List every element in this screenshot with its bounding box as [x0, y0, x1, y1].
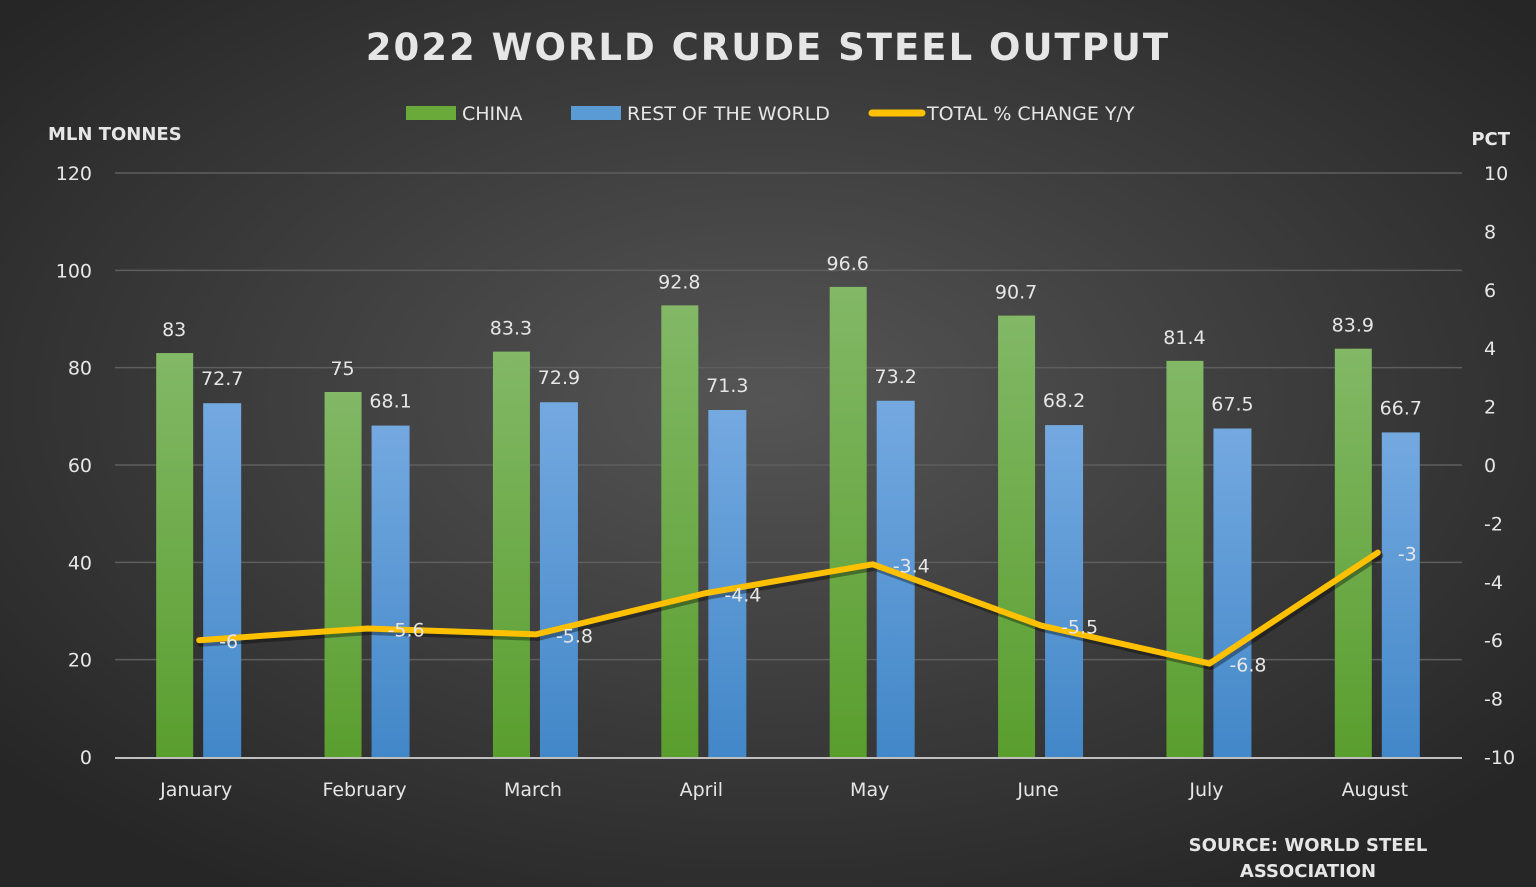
data-label-china: 83.9 [1332, 315, 1374, 337]
bar-rest-of-world [371, 425, 410, 757]
y2-tick-label: -8 [1484, 689, 1503, 711]
y-axis-ticks: 0 20 40 60 80 100 120 [56, 163, 92, 769]
bar-rest-of-world [1045, 425, 1084, 757]
y-tick-label: 40 [68, 552, 92, 574]
line-point-total [534, 633, 537, 636]
data-label-total: -5.6 [388, 620, 425, 642]
legend-swatch-china [406, 106, 456, 120]
y2-tick-label: -6 [1484, 630, 1503, 652]
data-label-rest-of-world: 72.7 [201, 368, 243, 390]
bar-rest-of-world [203, 403, 242, 757]
data-label-china: 83 [162, 319, 186, 341]
bar-china [1166, 360, 1204, 757]
data-label-rest-of-world: 68.1 [369, 391, 411, 413]
y2-tick-label: -2 [1484, 513, 1503, 535]
source-note-line-1: SOURCE: WORLD STEEL [1189, 835, 1428, 856]
x-tick-label: March [504, 779, 562, 801]
y2-tick-label: 4 [1484, 338, 1496, 360]
data-label-total: -5.5 [1061, 617, 1098, 639]
x-tick-label: June [1016, 779, 1058, 801]
y-tick-label: 100 [56, 260, 92, 282]
line-total-change [196, 549, 1381, 667]
x-tick-label: April [680, 779, 723, 801]
bar-rest-of-world [708, 410, 747, 757]
data-label-rest-of-world: 73.2 [875, 366, 917, 388]
x-tick-label: February [322, 779, 406, 801]
source-note-line-2: ASSOCIATION [1240, 861, 1376, 882]
bars [156, 286, 1420, 757]
data-label-total: -6 [219, 631, 238, 653]
bar-china [829, 286, 867, 757]
data-label-china: 75 [330, 358, 354, 380]
data-label-china: 81.4 [1163, 327, 1205, 349]
legend-label-total: TOTAL % CHANGE Y/Y [926, 103, 1135, 125]
data-label-china: 92.8 [658, 271, 700, 293]
line-point-total [198, 639, 201, 642]
y-tick-label: 20 [68, 650, 92, 672]
bar-china [324, 392, 362, 757]
line-point-total [366, 627, 369, 630]
data-label-total: -5.8 [556, 625, 593, 647]
line-point-total [871, 563, 874, 566]
data-label-rest-of-world: 66.7 [1380, 397, 1422, 419]
x-tick-label: August [1342, 779, 1409, 801]
y2-tick-label: -10 [1484, 747, 1515, 769]
y2-axis-ticks: -10 -8 -6 -4 -2 0 2 4 6 8 10 [1484, 163, 1515, 769]
bar-rest-of-world [1381, 432, 1420, 757]
y2-axis-title: PCT [1471, 129, 1510, 150]
y2-tick-label: 0 [1484, 455, 1496, 477]
data-label-china: 83.3 [490, 318, 532, 340]
data-label-china: 96.6 [827, 253, 869, 275]
bar-rest-of-world [539, 402, 578, 757]
y2-tick-label: 8 [1484, 221, 1496, 243]
data-label-total: -3 [1398, 544, 1417, 566]
y-tick-label: 0 [80, 747, 92, 769]
y-tick-label: 80 [68, 358, 92, 380]
y2-tick-label: 10 [1484, 163, 1508, 185]
y2-tick-label: -4 [1484, 572, 1503, 594]
x-tick-label: January [159, 779, 232, 801]
y-tick-label: 60 [68, 455, 92, 477]
data-label-total: -3.4 [893, 555, 930, 577]
x-tick-label: July [1188, 779, 1223, 801]
data-labels: 83 72.7 75 68.1 83.3 72.9 92.8 71.3 96.6 73.2 90.7… [162, 253, 1422, 677]
line-point-total [703, 592, 706, 595]
line-point-total [1376, 551, 1379, 554]
bar-china [492, 351, 530, 757]
legend-label-china: CHINA [462, 103, 522, 125]
line-point-total [1208, 662, 1211, 665]
legend-label-rest: REST OF THE WORLD [627, 103, 830, 125]
bar-china [998, 315, 1036, 757]
x-tick-label: May [850, 779, 889, 801]
bar-china [661, 305, 699, 757]
y-axis-title: MLN TONNES [48, 124, 182, 145]
line-point-total [1040, 624, 1043, 627]
data-label-rest-of-world: 68.2 [1043, 390, 1085, 412]
y2-tick-label: 6 [1484, 280, 1496, 302]
data-label-china: 90.7 [995, 282, 1037, 304]
x-axis-ticks: January February March April May June July Augu… [159, 779, 1408, 801]
legend-swatch-rest [571, 106, 621, 120]
data-label-total: -4.4 [724, 584, 761, 606]
y2-tick-label: 2 [1484, 397, 1496, 419]
line-series [196, 549, 1384, 671]
bar-china [156, 353, 194, 757]
legend: CHINA REST OF THE WORLD TOTAL % CHANGE Y… [406, 103, 1135, 125]
data-label-rest-of-world: 67.5 [1211, 394, 1253, 416]
data-label-rest-of-world: 71.3 [706, 375, 748, 397]
bar-china [1334, 348, 1372, 757]
chart-title: 2022 WORLD CRUDE STEEL OUTPUT [366, 26, 1170, 69]
data-label-total: -6.8 [1229, 655, 1266, 677]
bar-rest-of-world [1213, 428, 1252, 757]
data-label-rest-of-world: 72.9 [538, 367, 580, 389]
y-tick-label: 120 [56, 163, 92, 185]
